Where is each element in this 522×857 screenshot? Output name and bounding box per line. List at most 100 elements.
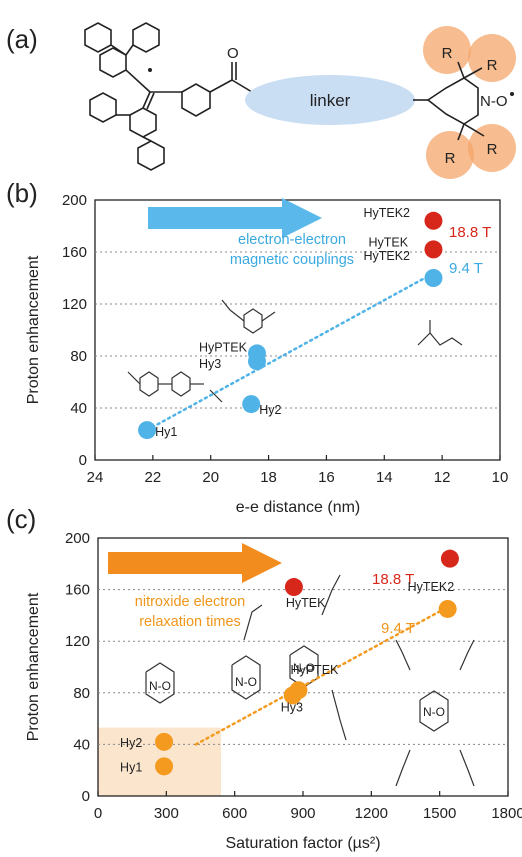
field-label-9-4: 9.4 T: [381, 620, 415, 637]
data-point-hytek2-94T: [424, 269, 443, 287]
x-tick-label: 22: [145, 469, 162, 486]
point-label: HyTEK2: [363, 249, 410, 263]
x-axis-label: Saturation factor (µs²): [225, 835, 380, 852]
nitroxide-label-4: N-O: [423, 705, 445, 719]
plot-frame: [94, 199, 501, 461]
y-tick-label: 40: [73, 736, 90, 753]
data-point-hyptek-94T: [248, 344, 266, 363]
tempo-ring: [413, 61, 485, 141]
r-label-4: R: [487, 141, 498, 158]
x-tick-label: 24: [87, 469, 104, 486]
x-axis-label: e-e distance (nm): [236, 499, 361, 516]
nitroxide-label-1: N-O: [149, 679, 171, 693]
data-point-hy1-94T: [138, 421, 157, 440]
nitroxide-label-3: N-O: [293, 661, 315, 675]
x-tick-label: 900: [290, 805, 315, 822]
field-label-18-8: 18.8 T: [449, 224, 491, 241]
carbonyl-o: O: [227, 45, 239, 62]
x-tick-label: 0: [94, 805, 102, 822]
y-tick-label: 80: [70, 348, 87, 365]
r-label-3: R: [445, 150, 456, 167]
linker-ellipse: [245, 75, 415, 125]
point-label: HyTEK: [286, 596, 326, 610]
radical-dot: [148, 68, 152, 72]
data-point-hy1-94T: [155, 757, 174, 776]
point-label: Hy3: [281, 700, 303, 714]
trityl-fluorenyl-structure: [84, 22, 253, 171]
y-tick-label: 200: [65, 530, 90, 547]
x-tick-label: 18: [260, 469, 277, 486]
data-points: Hy1 Hy2 Hy3 HyPTEK HyTEK2 HyTEK: [120, 549, 459, 776]
data-point-hytek-188T: [284, 578, 303, 597]
y-tick-label: 160: [62, 244, 87, 261]
panel-a-label: (a): [6, 24, 38, 54]
y-tick-label: 200: [62, 192, 87, 209]
linker-label: linker: [310, 91, 351, 110]
y-tick-label: 120: [62, 296, 87, 313]
panel-b: (b) 0 40 80 120 160 200 24 22 20 18 16 14 12 10 e-e …: [6, 178, 508, 516]
x-tick-label: 1800: [491, 805, 522, 822]
panel-b-label: (b): [6, 178, 38, 208]
linker-structures: [127, 299, 463, 403]
data-point-hy2-94T: [155, 732, 174, 751]
nitroxide-radical-dot: [510, 92, 514, 96]
field-label-9-4: 9.4 T: [449, 260, 483, 277]
nitroxide-label-2: N-O: [235, 675, 257, 689]
y-tick-label: 120: [65, 633, 90, 650]
y-tick-label: 40: [70, 400, 87, 417]
trend-arrow: [108, 543, 282, 583]
x-tick-label: 10: [492, 469, 509, 486]
x-ticks: 0 300 600 900 1200 1500 1800: [94, 791, 522, 822]
trend-arrow: [148, 198, 322, 238]
x-ticks: 24 22 20 18 16 14 12 10: [87, 455, 509, 486]
y-tick-label: 80: [73, 685, 90, 702]
arrow-caption-line-1: electron-electron: [238, 232, 346, 248]
point-label: HyTEK2: [363, 206, 410, 220]
point-label: HyPTEK: [290, 663, 339, 677]
x-tick-label: 300: [154, 805, 179, 822]
point-label: Hy1: [155, 425, 177, 439]
trend-line: [194, 607, 446, 746]
x-tick-label: 20: [202, 469, 219, 486]
x-tick-label: 1200: [355, 805, 388, 822]
field-label-18-8: 18.8 T: [372, 571, 414, 588]
r-label-1: R: [442, 45, 453, 62]
x-tick-label: 14: [376, 469, 393, 486]
arrow-caption-line-1: nitroxide electron: [135, 594, 245, 610]
x-tick-label: 12: [434, 469, 451, 486]
point-label: HyTEK2: [408, 580, 455, 594]
x-tick-label: 600: [222, 805, 247, 822]
data-point-hytek2-94T: [438, 599, 457, 618]
data-point-hyptek-94T: [289, 681, 308, 700]
point-label: Hy1: [120, 760, 142, 774]
arrow-caption-line-2: magnetic couplings: [230, 252, 354, 268]
data-point-hytek2-188T: [424, 211, 443, 230]
y-ticks: 0 40 80 120 160 200: [65, 530, 90, 805]
y-axis-label: Proton enhancement: [25, 255, 42, 404]
point-label: Hy2: [259, 403, 281, 417]
x-tick-label: 16: [318, 469, 335, 486]
nitroxide-label: N-O: [480, 93, 508, 110]
data-point-unlabeled-188T: [440, 549, 459, 568]
y-tick-label: 0: [82, 788, 90, 805]
panel-c: (c) 0 40 80 120 160 200 0 300 600 900 1200 1500 180…: [6, 504, 522, 852]
data-point-hy2-94T: [242, 395, 261, 414]
point-label: HyTEK: [368, 235, 408, 249]
panel-a: (a) O: [6, 22, 516, 179]
data-point-hytek-188T: [424, 240, 443, 259]
r-circles: [423, 26, 516, 179]
trend-line: [145, 276, 427, 432]
r-label-2: R: [487, 57, 498, 74]
point-label: Hy3: [199, 357, 221, 371]
y-tick-label: 0: [79, 452, 87, 469]
y-ticks: 0 40 80 120 160 200: [62, 192, 87, 469]
panel-c-label: (c): [6, 504, 36, 534]
arrow-caption-line-2: relaxation times: [139, 614, 241, 630]
y-axis-label: Proton enhancement: [25, 592, 42, 741]
point-label: HyPTEK: [199, 340, 248, 354]
y-tick-label: 160: [65, 582, 90, 599]
point-label: Hy2: [120, 736, 142, 750]
x-tick-label: 1500: [423, 805, 456, 822]
